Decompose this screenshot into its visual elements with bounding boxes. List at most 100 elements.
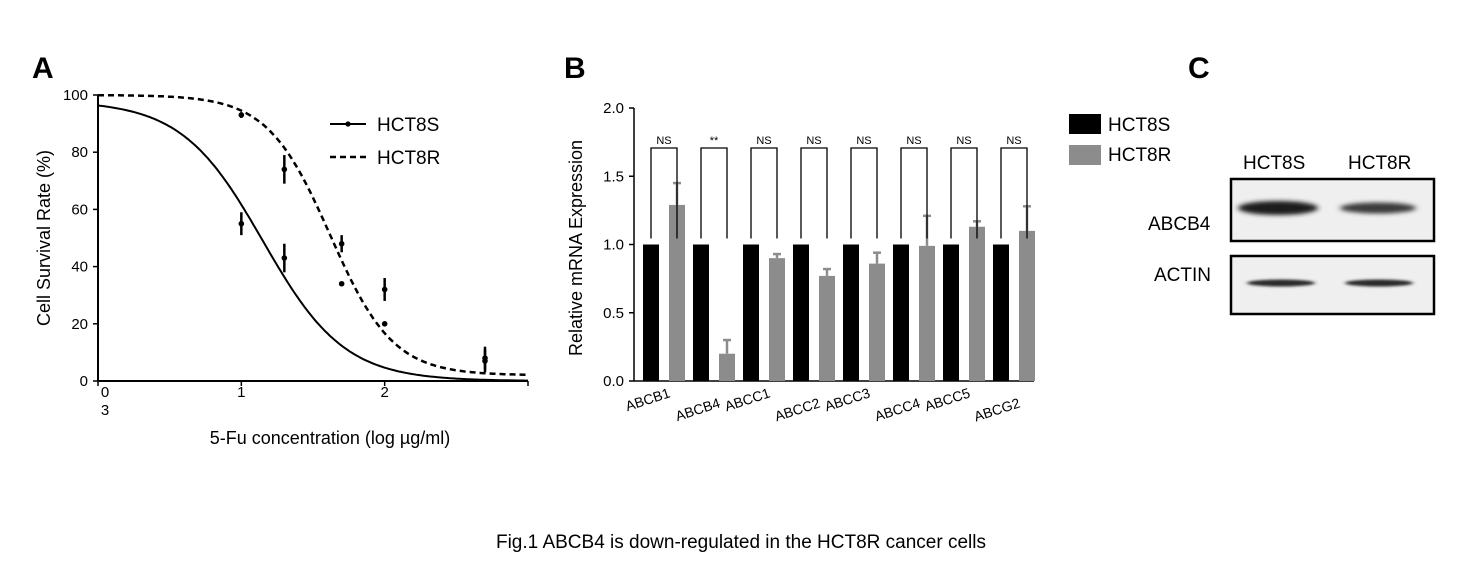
a-y-tick-label: 100 [63, 87, 88, 104]
legend-b-hct8r-swatch [1069, 145, 1101, 165]
a-y-tick-label: 60 [71, 201, 88, 218]
b-y-tick-label: 0.0 [603, 373, 624, 390]
legend-b-hct8r-label: HCT8R [1108, 145, 1171, 166]
b-bar-hct8s [893, 244, 909, 381]
b-bar-hct8r [919, 245, 935, 381]
b-sig-bracket [800, 147, 828, 239]
panel-b-y-ticks: 0.0 0.5 1.0 1.5 2.0 [603, 100, 634, 390]
panel-a-legend: HCT8S HCT8R [330, 115, 440, 169]
b-bar-hct8r [869, 263, 885, 381]
b-y-tick-label: 1.5 [603, 168, 624, 185]
blot-abcb4-band-hct8s [1238, 201, 1318, 215]
a-point-hct8s [281, 255, 288, 261]
b-sig-label: NS [806, 135, 821, 147]
a-y-tick-label: 40 [71, 259, 88, 276]
legend-b-hct8s-swatch [1069, 114, 1101, 134]
b-y-tick-label: 1.0 [603, 237, 624, 254]
panel-a-x-ticks: 0 1 2 3 [97, 381, 529, 419]
a-x-tick-label: 3 [101, 402, 109, 419]
panel-a-curves [97, 93, 529, 382]
panel-a-letter: A [32, 52, 54, 85]
b-sig-label: ** [710, 135, 719, 147]
b-y-tick-label: 0.5 [603, 305, 624, 322]
b-category-label: ABCB1 [623, 385, 672, 414]
b-category-label: ABCB4 [673, 395, 722, 424]
legend-hct8s-label: HCT8S [377, 115, 439, 136]
b-category-label: ABCC1 [723, 385, 773, 415]
a-x-tick-label: 0 [101, 384, 109, 401]
b-y-tick-label: 2.0 [603, 100, 624, 117]
b-bar-hct8s [943, 244, 959, 381]
b-sig-bracket [700, 147, 728, 239]
b-bar-hct8s [993, 244, 1009, 381]
blot-abcb4-band-hct8r [1340, 202, 1416, 214]
panel-a-points [238, 112, 488, 373]
b-category-label: ABCC2 [773, 395, 823, 425]
b-sig-label: NS [656, 135, 671, 147]
b-sig-label: NS [906, 135, 921, 147]
b-bar-hct8s [643, 244, 659, 381]
panel-b-significance: NS ** NS NS NS NS NS NS [650, 135, 1028, 239]
a-point-hct8s [238, 220, 245, 227]
legend-b-hct8s-label: HCT8S [1108, 115, 1170, 136]
panel-b-letter: B [564, 52, 586, 85]
legend-hct8s-marker [345, 121, 351, 127]
b-sig-bracket [750, 147, 778, 239]
panel-b-bars [643, 181, 1035, 381]
b-bar-hct8s [843, 244, 859, 381]
blot-column-hct8r: HCT8R [1348, 153, 1411, 174]
a-point-hct8r [281, 166, 288, 173]
figure-caption: Fig.1 ABCB4 is down-regulated in the HCT… [495, 532, 986, 553]
panel-a-axes [97, 95, 528, 382]
panel-b-legend: HCT8S HCT8R [1069, 114, 1171, 166]
b-sig-label: NS [856, 135, 871, 147]
a-y-tick-label: 20 [71, 316, 88, 333]
a-y-tick-label: 0 [80, 373, 88, 390]
b-bar-hct8r [769, 258, 785, 381]
panel-c: C HCT8S HCT8R ABCB4 ACTIN [1148, 52, 1436, 316]
blot-actin-band-hct8s [1247, 279, 1315, 287]
a-point-hct8r [482, 355, 488, 361]
b-category-label: ABCC3 [823, 385, 873, 415]
b-sig-bracket [1000, 147, 1028, 239]
b-sig-label: NS [756, 135, 771, 147]
b-category-label: ABCG2 [972, 395, 1022, 425]
legend-hct8r-label: HCT8R [377, 148, 440, 169]
b-category-label: ABCC4 [873, 395, 923, 425]
b-category-label: ABCC5 [923, 385, 973, 415]
b-bar-hct8r [669, 204, 685, 381]
a-point-hct8s [381, 321, 388, 327]
panel-b-categories: ABCB1 ABCB4 ABCC1 ABCC2 ABCC3 ABCC4 ABCC5 ABCG2 [623, 385, 1022, 425]
a-curve-hct8r [98, 93, 529, 377]
panel-c-letter: C [1188, 52, 1210, 85]
a-y-tick-label: 80 [71, 144, 88, 161]
b-bar-hct8s [743, 244, 759, 381]
panel-a-y-ticks: 0 20 40 60 80 100 [63, 87, 98, 390]
b-bar-hct8s [693, 244, 709, 381]
b-sig-label: NS [956, 135, 971, 147]
b-sig-bracket [900, 147, 928, 239]
b-bar-hct8s [793, 244, 809, 381]
panel-b: B 0.0 0.5 1.0 1.5 2.0 Relative mRNA Expressi… [564, 52, 1171, 425]
b-sig-bracket [850, 147, 878, 239]
b-sig-bracket [950, 147, 978, 239]
panel-a-y-title: Cell Survival Rate (%) [34, 150, 54, 326]
panel-b-y-title: Relative mRNA Expression [566, 140, 586, 356]
a-curve-hct8s [97, 104, 528, 382]
blot-column-hct8s: HCT8S [1243, 153, 1305, 174]
blot-row-abcb4: ABCB4 [1148, 214, 1211, 235]
a-point-hct8r [238, 112, 245, 118]
b-sig-label: NS [1006, 135, 1021, 147]
blot-row-actin: ACTIN [1154, 265, 1211, 286]
b-bar-hct8r [1019, 230, 1035, 381]
b-bar-hct8r [719, 353, 735, 381]
panel-a-x-title: 5-Fu concentration (log µg/ml) [210, 428, 450, 448]
b-sig-bracket [650, 147, 678, 239]
a-x-tick-label: 1 [237, 384, 245, 401]
b-bar-hct8r [969, 226, 985, 381]
a-x-tick-label: 2 [380, 384, 388, 401]
blot-actin-membrane [1229, 254, 1436, 316]
blot-abcb4-membrane [1229, 177, 1436, 243]
b-bar-hct8r [819, 275, 835, 381]
a-point-hct8r [381, 286, 388, 293]
